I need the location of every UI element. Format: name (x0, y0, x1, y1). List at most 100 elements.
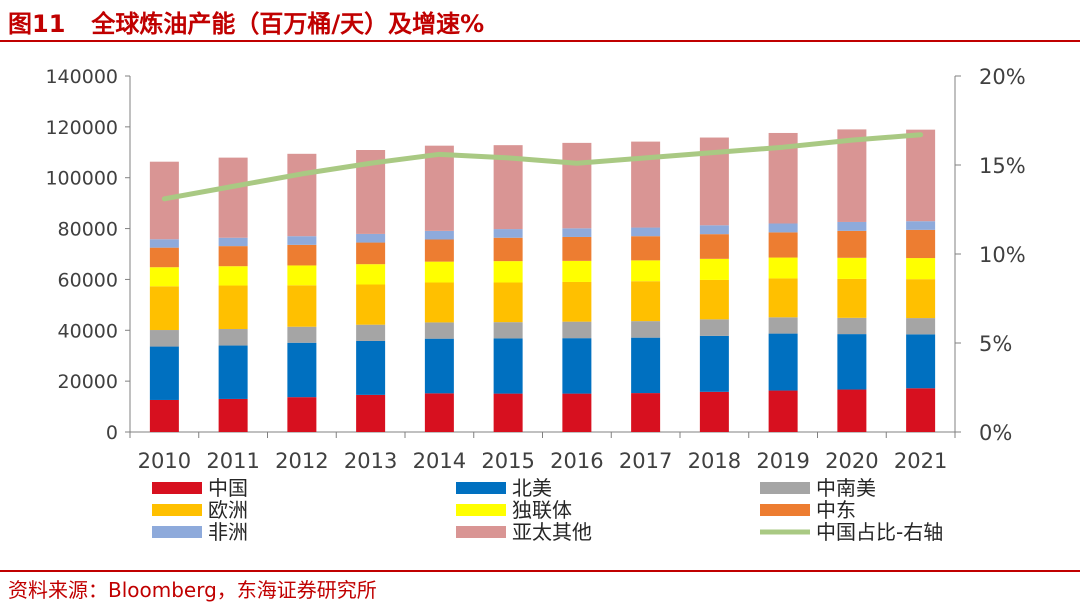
bar-segment (493, 393, 523, 432)
bar-segment (562, 321, 592, 339)
bar-segment (218, 237, 248, 247)
bar-segment (631, 260, 661, 282)
legend-label: 中国占比-右轴 (816, 520, 943, 544)
legend-label: 独联体 (512, 498, 572, 522)
bar-segment (356, 264, 386, 285)
y-tick-label-right: 0% (979, 421, 1012, 445)
bar-segment (218, 266, 248, 286)
bar-segment (768, 257, 798, 279)
chart-title: 图11 全球炼油产能（百万桶/天）及增速% (8, 4, 484, 39)
bar-segment (424, 230, 454, 240)
source-note: 资料来源：Bloomberg，东海证券研究所 (8, 578, 377, 602)
bar-segment (837, 334, 867, 390)
x-tick-label: 2020 (825, 449, 878, 473)
bar-segment (837, 230, 867, 258)
bar-segment (906, 318, 936, 335)
bar-segment (287, 244, 317, 266)
bar-segment (562, 281, 592, 322)
figure-title: 全球炼油产能（百万桶/天）及增速% (91, 10, 485, 38)
bar-segment (837, 278, 867, 318)
y-tick-label-left: 120000 (45, 117, 118, 139)
bar-segment (424, 239, 454, 262)
x-tick-label: 2019 (756, 449, 809, 473)
bar-segment (699, 319, 729, 336)
x-tick-label: 2012 (275, 449, 328, 473)
bar-segment (906, 129, 936, 222)
bar-segment (149, 399, 179, 432)
bar-segment (768, 317, 798, 334)
title-rule (0, 40, 1080, 42)
legend-label: 中国 (208, 476, 248, 500)
bar-segment (699, 258, 729, 280)
bar-segment (424, 282, 454, 323)
x-tick-label: 2018 (688, 449, 741, 473)
x-tick-label: 2015 (481, 449, 534, 473)
bar-segment (356, 242, 386, 265)
bar-segment (699, 225, 729, 235)
legend-label: 欧洲 (208, 498, 248, 522)
chart-line (161, 132, 924, 202)
bar-segment (287, 342, 317, 398)
bar-segment (837, 257, 867, 279)
bar-segment (149, 286, 179, 331)
y-tick-label-left: 140000 (45, 66, 118, 88)
source-rule (0, 570, 1080, 572)
legend-label: 非洲 (208, 520, 248, 544)
bar-segment (837, 221, 867, 231)
x-tick-label: 2011 (206, 449, 259, 473)
bar-segment (631, 141, 661, 228)
legend-swatch (152, 526, 202, 538)
bar-segment (631, 227, 661, 237)
bar-segment (424, 261, 454, 283)
bar-segment (906, 388, 936, 432)
y-tick-label-right: 5% (979, 332, 1012, 356)
bar-segment (768, 390, 798, 432)
bar-segment (837, 389, 867, 432)
bar-segment (562, 393, 592, 432)
x-tick-label: 2021 (894, 449, 947, 473)
bar-segment (149, 267, 179, 287)
bar-segment (287, 265, 317, 286)
legend-label: 北美 (512, 476, 552, 500)
bar-segment (837, 317, 867, 335)
y-tick-label-right: 20% (979, 65, 1026, 89)
bar-segment (149, 346, 179, 400)
bar-segment (631, 321, 661, 338)
bar-segment (356, 340, 386, 395)
x-tick-label: 2010 (138, 449, 191, 473)
legend-label: 中东 (816, 498, 856, 522)
bar-segment (631, 236, 661, 261)
bar-segment (149, 239, 179, 248)
legend-label: 亚太其他 (512, 520, 592, 544)
bar-segment (493, 338, 523, 394)
bar-segment (424, 145, 454, 231)
bar-segment (356, 394, 386, 432)
y-tick-label-left: 20000 (58, 371, 118, 393)
legend-label: 中南美 (816, 476, 876, 500)
bar-segment (906, 221, 936, 230)
bar-segment (562, 236, 592, 261)
bar-segment (631, 393, 661, 432)
figure-label: 图11 (8, 10, 66, 38)
y-tick-label-left: 80000 (58, 219, 118, 241)
bar-segment (562, 228, 592, 237)
bar-segment (768, 223, 798, 233)
bar-segment (493, 322, 523, 339)
legend-swatch (456, 482, 506, 494)
legend-swatch (456, 504, 506, 516)
bar-segment (768, 232, 798, 258)
bar-segment (149, 247, 179, 268)
bar-segment (906, 258, 936, 280)
bar-segment (768, 278, 798, 318)
legend-swatch (152, 504, 202, 516)
legend-swatch (760, 482, 810, 494)
y-tick-label-left: 60000 (58, 269, 118, 291)
bar-segment (287, 153, 317, 237)
y-tick-label-left: 40000 (58, 320, 118, 342)
bar-segment (631, 281, 661, 322)
y-tick-label-right: 15% (979, 154, 1026, 178)
bar-segment (699, 234, 729, 259)
bar-segment (149, 330, 179, 347)
bar-segment (562, 142, 592, 229)
